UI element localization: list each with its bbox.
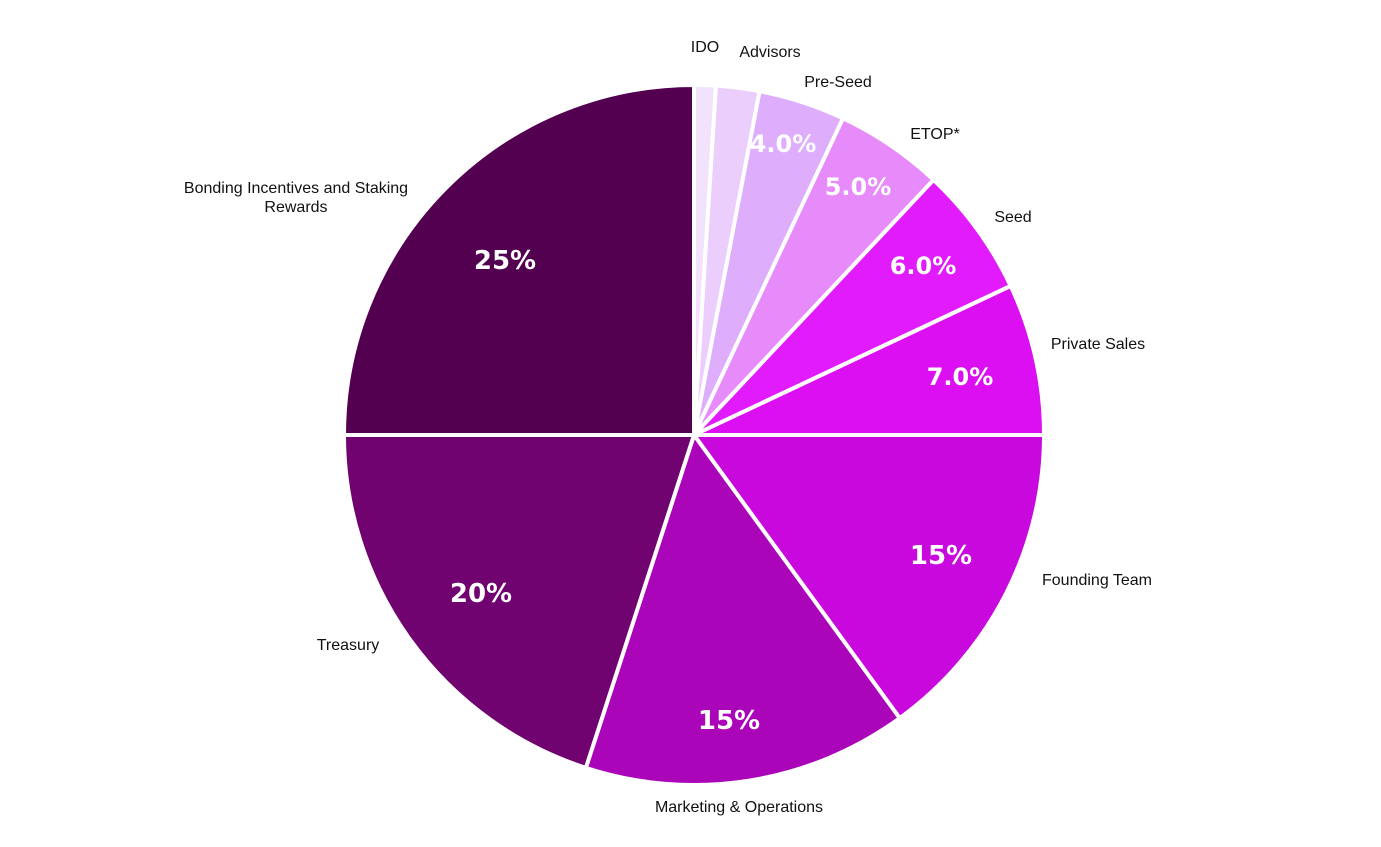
category-label-marketing-operations: Marketing & Operations — [655, 799, 823, 816]
value-label-treasury: 20% — [450, 579, 512, 609]
category-label-advisors: Advisors — [739, 44, 800, 61]
category-label-founding-team: Founding Team — [1042, 572, 1152, 589]
value-label-seed: 6.0% — [890, 252, 957, 280]
pie-slice-bonding-incentives-and-staking-rewards — [342, 83, 696, 437]
category-label-bonding-incentives-and-staking-rewards: Bonding Incentives and Staking Rewards — [184, 180, 408, 216]
value-label-etop: 5.0% — [825, 173, 892, 201]
category-label-pre-seed: Pre-Seed — [804, 74, 872, 91]
category-label-seed: Seed — [994, 209, 1031, 226]
value-label-advisors: 2% — [723, 66, 750, 85]
value-label-founding-team: 15% — [910, 541, 972, 571]
value-label-ido: 1% — [690, 68, 714, 84]
pie-slice-private-sales — [692, 283, 1046, 437]
pie-slice-treasury — [342, 433, 696, 770]
pie-slice-marketing-operations — [583, 433, 902, 787]
value-label-marketing-operations: 15% — [698, 706, 760, 736]
category-label-treasury: Treasury — [317, 637, 380, 654]
pie-slice-founding-team — [692, 433, 1046, 721]
value-label-pre-seed: 4.0% — [750, 130, 817, 158]
value-label-bonding-incentives-and-staking-rewards: 25% — [474, 246, 536, 276]
pie-slice-seed — [692, 177, 1013, 437]
value-label-private-sales: 7.0% — [927, 363, 994, 391]
category-label-private-sales: Private Sales — [1051, 336, 1145, 353]
category-label-ido: IDO — [691, 39, 719, 56]
category-label-etop: ETOP* — [910, 126, 960, 143]
